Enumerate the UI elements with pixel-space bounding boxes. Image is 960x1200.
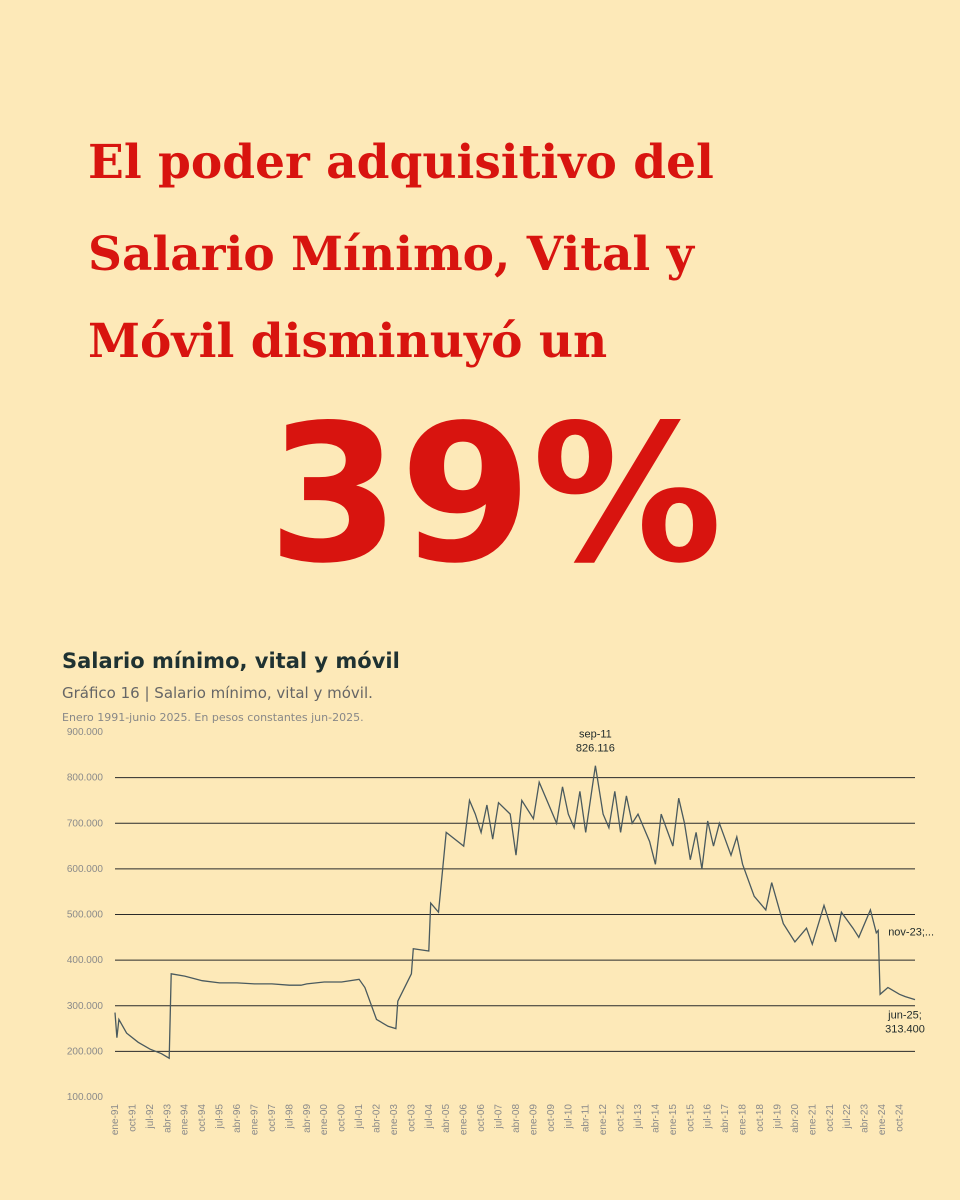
x-tick-label: jul-95 <box>215 1104 226 1130</box>
x-tick-label: ene-94 <box>180 1104 191 1136</box>
x-tick-label: ene-21 <box>807 1104 818 1136</box>
chart-title: Salario mínimo, vital y móvil <box>62 649 400 673</box>
x-tick-label: oct-12 <box>616 1104 627 1132</box>
annotation-text: jun-25; <box>887 1010 922 1022</box>
y-tick-label: 800.000 <box>67 773 104 784</box>
y-tick-label: 400.000 <box>67 955 104 966</box>
x-tick-label: ene-18 <box>738 1104 749 1136</box>
x-tick-label: abr-96 <box>232 1104 243 1133</box>
x-tick-label: jul-22 <box>842 1104 853 1130</box>
chart-subtitle: Gráfico 16 | Salario mínimo, vital y móv… <box>62 684 373 702</box>
annotation-label: 313.400 <box>885 1024 925 1036</box>
x-tick-label: oct-18 <box>755 1104 766 1132</box>
x-tick-label: jul-07 <box>494 1104 505 1130</box>
x-tick-label: oct-03 <box>406 1104 417 1132</box>
x-tick-label: abr-14 <box>650 1104 661 1133</box>
y-tick-label: 200.000 <box>67 1046 104 1057</box>
x-tick-label: ene-00 <box>319 1104 330 1136</box>
headline-line: Salario Mínimo, Vital y <box>88 227 696 282</box>
annotation-text: nov-23;... <box>888 926 934 938</box>
x-tick-label: abr-93 <box>162 1104 173 1133</box>
x-tick-label: jul-01 <box>354 1104 365 1130</box>
x-tick-label: jul-19 <box>772 1104 783 1130</box>
x-tick-label: jul-98 <box>284 1104 295 1130</box>
x-tick-label: ene-06 <box>459 1104 470 1136</box>
x-tick-label: oct-97 <box>267 1104 278 1132</box>
y-tick-label: 300.000 <box>67 1001 104 1012</box>
y-tick-label: 600.000 <box>67 864 104 875</box>
x-tick-label: abr-08 <box>511 1104 522 1133</box>
x-tick-label: abr-17 <box>720 1104 731 1133</box>
x-tick-label: ene-03 <box>389 1104 400 1136</box>
x-tick-label: ene-09 <box>528 1104 539 1136</box>
data-line <box>114 765 916 1060</box>
x-tick-label: oct-06 <box>476 1104 487 1132</box>
headline-figure: 39% <box>268 384 723 605</box>
x-tick-label: abr-23 <box>860 1104 871 1133</box>
x-tick-label: jul-13 <box>633 1104 644 1130</box>
x-tick-label: ene-24 <box>877 1104 888 1136</box>
x-tick-label: oct-00 <box>337 1104 348 1132</box>
y-tick-label: 700.000 <box>67 818 104 829</box>
x-tick-label: jul-92 <box>145 1104 156 1130</box>
annotation-text: sep-11 <box>579 729 612 741</box>
y-tick-label: 100.000 <box>67 1092 104 1103</box>
x-tick-label: oct-91 <box>127 1104 138 1132</box>
x-tick-label: oct-09 <box>546 1104 557 1132</box>
x-tick-label: ene-91 <box>110 1104 121 1136</box>
x-tick-label: jul-10 <box>563 1104 574 1130</box>
headline-line: Móvil disminuyó un <box>88 314 607 369</box>
chart-note: Enero 1991-junio 2025. En pesos constant… <box>62 711 364 724</box>
x-tick-label: jul-16 <box>703 1104 714 1130</box>
x-tick-label: oct-24 <box>895 1104 906 1132</box>
x-tick-label: oct-94 <box>197 1104 208 1132</box>
headline-line: El poder adquisitivo del <box>88 135 714 190</box>
x-tick-label: abr-20 <box>790 1104 801 1133</box>
y-tick-label: 900.000 <box>67 727 104 738</box>
x-tick-label: ene-97 <box>249 1104 260 1136</box>
x-tick-label: abr-02 <box>372 1104 383 1133</box>
x-tick-label: ene-15 <box>668 1104 679 1136</box>
x-tick-label: ene-12 <box>598 1104 609 1136</box>
x-tick-label: abr-05 <box>441 1104 452 1133</box>
x-tick-label: abr-11 <box>581 1104 592 1133</box>
x-tick-label: abr-99 <box>302 1104 313 1133</box>
x-tick-label: oct-21 <box>825 1104 836 1132</box>
x-tick-label: oct-15 <box>685 1104 696 1132</box>
x-tick-label: jul-04 <box>424 1104 435 1130</box>
annotation-label: 826.116 <box>576 743 615 755</box>
y-tick-label: 500.000 <box>67 910 104 921</box>
